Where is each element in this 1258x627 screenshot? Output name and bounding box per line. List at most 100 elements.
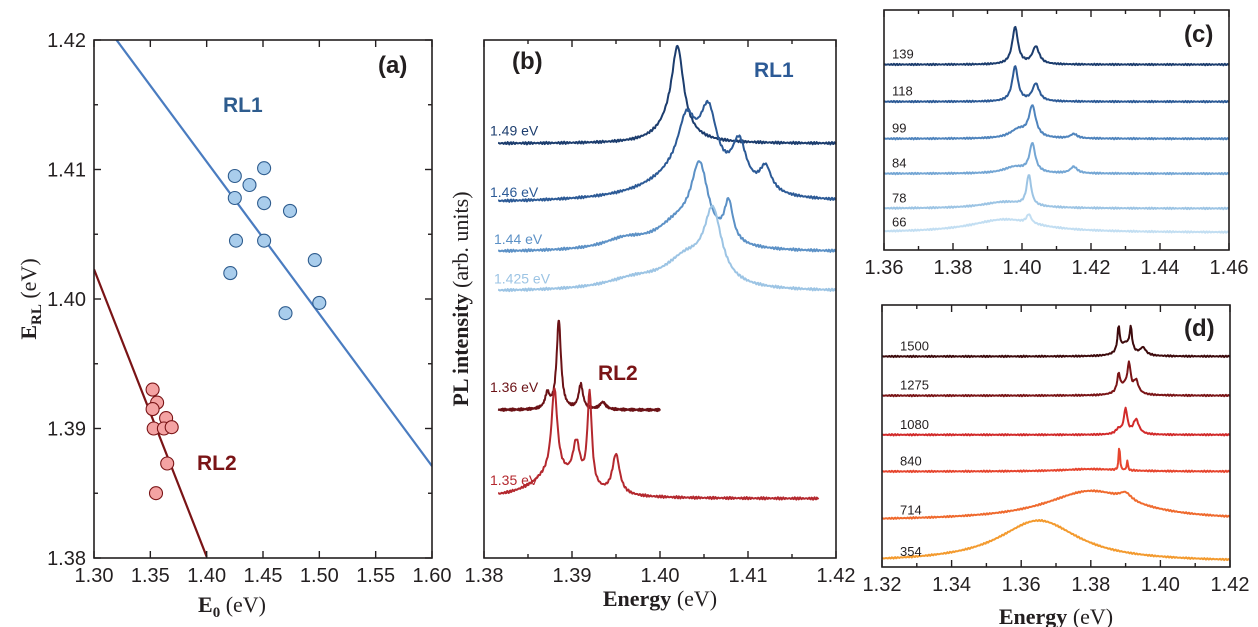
panel-d-x-tick-label: 1.36 — [1002, 574, 1041, 596]
spectrum-line-78 — [884, 174, 1229, 211]
spectrum-line-118 — [884, 65, 1229, 104]
panel-a-points — [145, 161, 327, 501]
curve-label: 1500 — [900, 338, 929, 353]
spectrum-line-146eV — [497, 99, 836, 203]
panel-b-x-tick-label: 1.39 — [553, 565, 592, 587]
curve-label: 118 — [892, 84, 913, 99]
panel-a-y-axis-subscript: RL — [29, 304, 45, 325]
panel-b-x-tick-label: 1.38 — [465, 565, 504, 587]
curve-label: 1.49 eV — [490, 123, 539, 139]
curve-label: 1080 — [900, 417, 929, 432]
panel-a-label: (a) — [378, 52, 407, 79]
panel-a-y-tick-label: 1.40 — [47, 289, 86, 311]
panel-b-y-axis-name: PL intensity — [448, 293, 473, 406]
panel-a-frame — [93, 39, 433, 559]
panel-b-x-tick-label: 1.40 — [641, 565, 680, 587]
panel-d-x-tick-label: 1.40 — [1141, 574, 1180, 596]
data-point-rl1 — [312, 295, 327, 310]
fit-line-rl1 — [115, 40, 432, 467]
curve-label: 66 — [892, 215, 906, 230]
panel-c-x-tick-label: 1.36 — [865, 257, 904, 279]
curve-label: 78 — [892, 191, 906, 206]
panel-d-x-tick-label: 1.34 — [932, 574, 971, 596]
spectrum-line-144eV — [497, 160, 836, 253]
spectrum-line-149eV — [497, 44, 836, 146]
panel-a-x-axis-title: E0 (eV) — [198, 592, 266, 621]
panel-b-label: (b) — [512, 48, 543, 75]
panel-d-x-axis-title: Energy (eV) — [999, 604, 1113, 627]
curve-label: 1.36 eV — [490, 379, 539, 395]
panel-d-curve-labels: 1500 1275 1080 840 714 354 — [900, 338, 929, 559]
spectrum-line-135eV — [497, 387, 820, 501]
panel-c-x-tick-label: 1.40 — [1003, 257, 1042, 279]
curve-label: 1.35 eV — [490, 472, 539, 488]
spectrum-line-1080 — [882, 406, 1230, 437]
panel-b-ticks: 1.38 1.39 1.40 1.41 1.42 — [465, 40, 855, 587]
panel-a-x-tick-label: 1.55 — [356, 565, 395, 587]
curve-label: 1.46 eV — [490, 184, 539, 200]
spectrum-line-1425eV — [497, 204, 836, 293]
curve-label: 1.44 eV — [494, 231, 543, 247]
spectrum-line-66 — [884, 213, 1229, 234]
curve-label: 1275 — [900, 378, 929, 393]
rl2-label: RL2 — [197, 452, 237, 475]
data-point-rl1 — [257, 233, 272, 248]
panel-b-rl1-label: RL1 — [754, 59, 794, 82]
panel-c: 1.36 1.38 1.40 1.42 1.44 1.46 13911899847866 … — [865, 9, 1248, 279]
data-point-rl2 — [145, 382, 160, 397]
data-point-rl1 — [242, 177, 257, 193]
curve-label: 1.425 eV — [494, 271, 551, 287]
spectrum-line-139 — [884, 25, 1229, 67]
curve-label: 139 — [892, 47, 914, 62]
panel-a-x-tick-label: 1.50 — [300, 565, 339, 587]
panel-a-y-tick-label: 1.41 — [47, 160, 86, 182]
panel-a-x-tick-label: 1.45 — [244, 565, 283, 587]
panel-c-label: (c) — [1184, 21, 1213, 48]
curve-label: 354 — [900, 544, 922, 559]
spectrum-line-840 — [882, 447, 1230, 474]
panel-a-x-axis-unit: (eV) — [220, 592, 266, 617]
data-point-rl2 — [145, 402, 160, 417]
panel-b-x-tick-label: 1.41 — [729, 565, 768, 587]
spectrum-line-136eV — [497, 319, 661, 413]
panel-a-x-tick-label: 1.60 — [413, 565, 452, 587]
panel-b-rl2-label: RL2 — [598, 362, 638, 385]
panel-b-y-axis-unit: (arb. units) — [448, 191, 473, 293]
panel-c-x-tick-label: 1.38 — [934, 257, 973, 279]
panel-d-x-tick-label: 1.32 — [863, 574, 902, 596]
panel-b-x-axis-name: Energy — [603, 586, 671, 611]
spectrum-line-84 — [884, 142, 1229, 176]
spectrum-line-1275 — [882, 360, 1230, 398]
data-point-rl1 — [223, 266, 238, 281]
data-point-rl1 — [278, 306, 293, 321]
spectrum-line-1500 — [882, 324, 1230, 359]
panel-d-x-tick-label: 1.42 — [1211, 574, 1250, 596]
panel-c-ticks: 1.36 1.38 1.40 1.42 1.44 1.46 — [865, 10, 1248, 279]
panel-c-curve-labels: 139 118 99 84 78 66 — [892, 47, 914, 230]
data-point-rl1 — [228, 233, 244, 248]
panel-c-x-tick-label: 1.44 — [1141, 257, 1180, 279]
panel-b-curve-labels: 1.49 eV 1.46 eV 1.44 eV 1.425 eV 1.36 eV 1.35… — [490, 123, 551, 488]
panel-c-x-tick-label: 1.42 — [1072, 257, 1111, 279]
data-point-rl1 — [257, 196, 272, 211]
panel-d: 1.32 1.34 1.36 1.38 1.40 1.42 1500 1275 1080 840… — [863, 304, 1250, 627]
panel-a: 1.30 1.35 1.40 1.45 1.50 1.55 1.60 1.38 1.39 1.40… — [16, 30, 451, 621]
panel-a-y-axis-symbol: E — [16, 325, 41, 340]
panel-a-y-axis-unit: (eV) — [16, 258, 41, 304]
panel-b-y-axis-title: PL intensity (arb. units) — [448, 191, 473, 406]
data-point-rl1 — [282, 203, 298, 218]
panel-b-curves — [497, 44, 836, 501]
panel-a-x-tick-label: 1.40 — [187, 565, 226, 587]
data-point-rl2 — [148, 486, 164, 501]
panel-a-y-tick-label: 1.39 — [47, 419, 86, 441]
curve-label: 99 — [892, 121, 906, 136]
panel-a-fit-lines — [94, 40, 432, 558]
data-point-rl1 — [257, 161, 272, 176]
rl1-label: RL1 — [223, 94, 263, 117]
panel-a-x-axis-symbol: E — [198, 592, 213, 617]
panel-c-curves — [884, 25, 1229, 234]
data-point-rl2 — [160, 456, 175, 471]
panel-a-x-tick-label: 1.30 — [75, 565, 114, 587]
panel-b-x-axis-title: Energy (eV) — [603, 586, 717, 611]
